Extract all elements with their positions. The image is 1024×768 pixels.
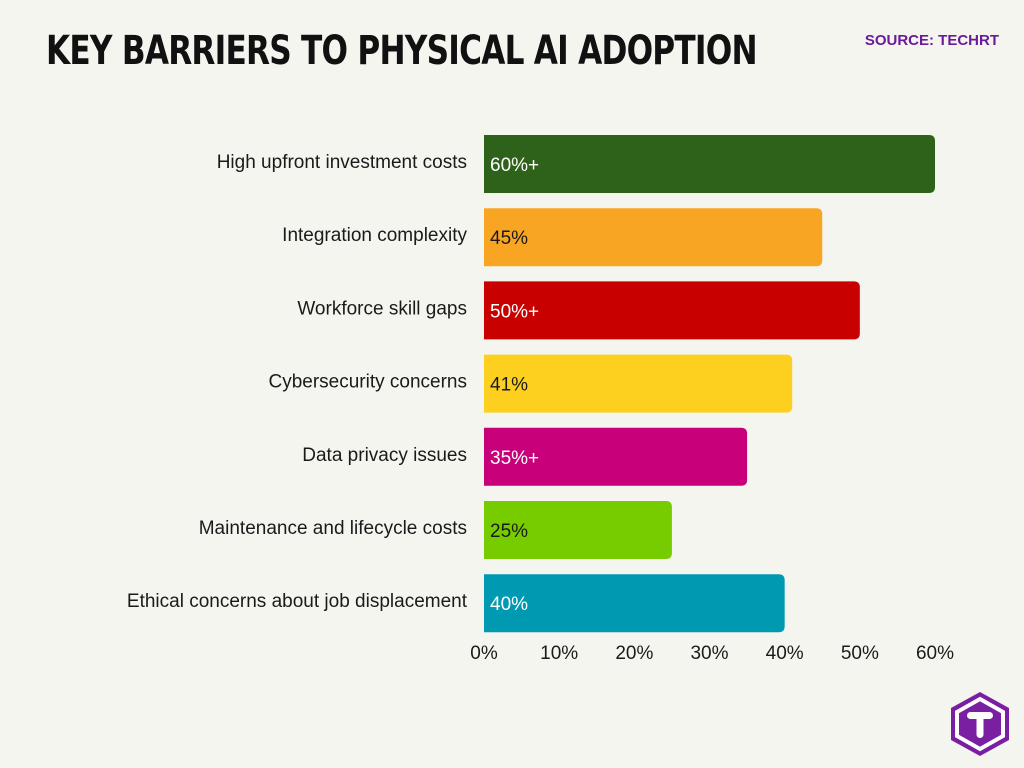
x-tick-label: 60% xyxy=(916,643,954,664)
x-tick-label: 10% xyxy=(540,643,578,664)
category-label: Cybersecurity concerns xyxy=(268,372,467,393)
x-tick-label: 20% xyxy=(615,643,653,664)
category-label: Data privacy issues xyxy=(302,445,467,466)
techrt-t-logo-icon xyxy=(951,692,1009,756)
bar xyxy=(484,574,785,633)
data-label: 35%+ xyxy=(490,448,539,469)
bar xyxy=(484,281,860,340)
bar xyxy=(484,208,823,267)
x-tick-label: 40% xyxy=(766,643,804,664)
x-tick-label: 50% xyxy=(841,643,879,664)
category-label: Integration complexity xyxy=(282,225,467,246)
category-label: High upfront investment costs xyxy=(217,152,467,173)
category-label: Ethical concerns about job displacement xyxy=(127,591,468,612)
category-label: Maintenance and lifecycle costs xyxy=(199,518,467,539)
data-label: 60%+ xyxy=(490,155,539,176)
chart-title: KEY BARRIERS TO PHYSICAL AI ADOPTION xyxy=(46,28,758,74)
data-label: 50%+ xyxy=(490,301,539,322)
x-tick-label: 30% xyxy=(690,643,728,664)
data-label: 25% xyxy=(490,521,528,542)
bar xyxy=(484,427,748,486)
bar xyxy=(484,501,672,559)
source-label: SOURCE: TECHRT xyxy=(864,32,999,49)
data-label: 40% xyxy=(490,594,528,615)
category-label: Workforce skill gaps xyxy=(297,298,467,319)
bar xyxy=(484,135,935,193)
x-tick-label: 0% xyxy=(470,643,498,664)
data-label: 41% xyxy=(490,375,528,396)
bar xyxy=(484,354,793,413)
data-label: 45% xyxy=(490,228,528,249)
